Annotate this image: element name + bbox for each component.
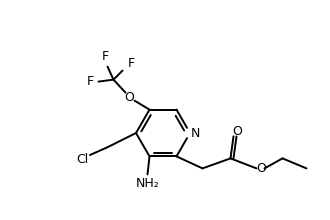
Text: Cl: Cl xyxy=(76,152,88,165)
Text: F: F xyxy=(102,50,109,63)
Text: O: O xyxy=(124,91,134,104)
Text: F: F xyxy=(128,57,135,70)
Text: F: F xyxy=(87,75,94,88)
Text: O: O xyxy=(233,125,243,138)
Text: NH₂: NH₂ xyxy=(136,177,159,190)
Text: N: N xyxy=(190,126,200,139)
Text: O: O xyxy=(256,162,266,175)
